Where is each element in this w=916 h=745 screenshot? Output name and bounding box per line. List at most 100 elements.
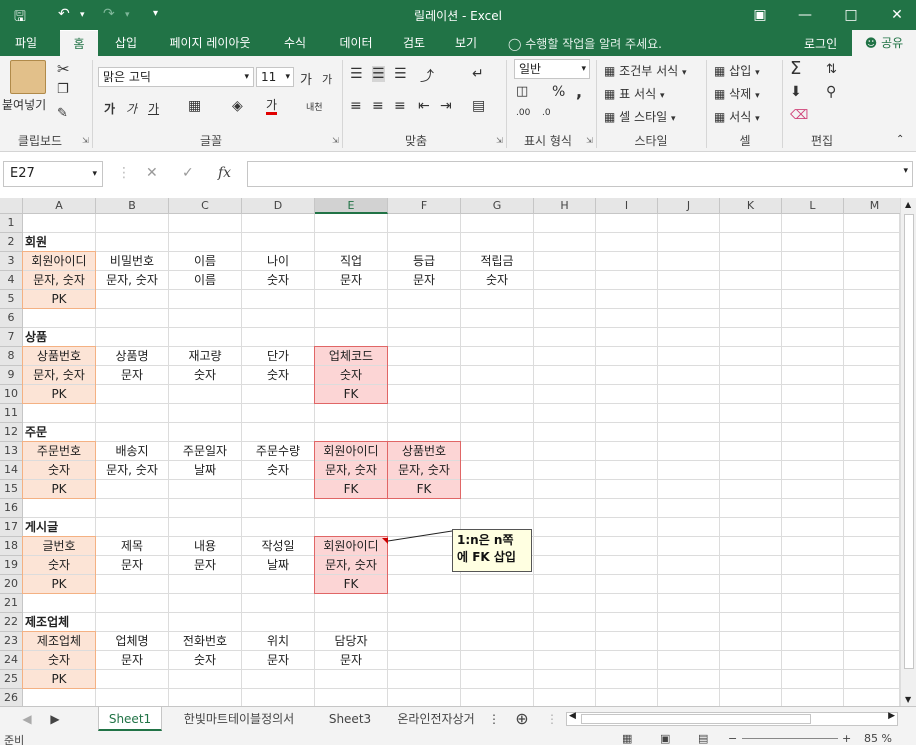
cell-h7[interactable] [534,328,596,347]
cell-l5[interactable] [782,290,844,309]
sort-filter-icon[interactable]: ⇅ [826,62,837,77]
orientation-icon[interactable]: ⤴ [420,69,434,85]
cell-l6[interactable] [782,309,844,328]
cell-k16[interactable] [720,499,782,518]
formula-input[interactable]: ▾ [247,161,913,187]
cell-d8[interactable]: 단가 [242,347,315,366]
cell-a14[interactable]: 숫자 [23,461,96,480]
cell-d10[interactable] [242,385,315,404]
cell-d13[interactable]: 주문수량 [242,442,315,461]
cell-f1[interactable] [388,214,461,233]
cell-g25[interactable] [461,670,534,689]
ribbon-display-icon[interactable]: ▣ [753,7,767,23]
cell-i21[interactable] [596,594,658,613]
format-painter-icon[interactable]: ✎ [57,106,68,121]
cell-h24[interactable] [534,651,596,670]
row-header-17[interactable]: 17 [0,518,23,537]
zoom-level[interactable]: 85 % [864,732,892,745]
cell-f19[interactable] [388,556,461,575]
align-center-icon[interactable]: ≡ [372,98,384,114]
cell-j5[interactable] [658,290,720,309]
cell-b23[interactable]: 업체명 [96,632,169,651]
cell-m7[interactable] [844,328,900,347]
cell-f6[interactable] [388,309,461,328]
paste-button[interactable]: 붙여넣기 [2,98,47,112]
cell-d11[interactable] [242,404,315,423]
column-header-j[interactable]: J [658,198,720,214]
row-header-1[interactable]: 1 [0,214,23,233]
cell-f3[interactable]: 등급 [388,252,461,271]
cell-j16[interactable] [658,499,720,518]
cell-g7[interactable] [461,328,534,347]
cell-a23[interactable]: 제조업체 [23,632,96,651]
cell-g12[interactable] [461,423,534,442]
phonetic-button[interactable]: 내천 [306,103,323,113]
cell-e13[interactable]: 회원아이디 [315,442,388,461]
cell-f11[interactable] [388,404,461,423]
cell-g19[interactable] [461,556,534,575]
row-header-4[interactable]: 4 [0,271,23,290]
cell-e21[interactable] [315,594,388,613]
cell-b19[interactable]: 문자 [96,556,169,575]
increase-indent-icon[interactable]: ⇥ [440,98,452,114]
expand-formula-icon[interactable]: ▾ [903,166,908,176]
cell-g8[interactable] [461,347,534,366]
cell-l26[interactable] [782,689,844,706]
name-box[interactable]: E27 ▾ [3,161,103,187]
cell-h3[interactable] [534,252,596,271]
cell-i10[interactable] [596,385,658,404]
minimize-icon[interactable]: — [798,7,812,23]
cell-m26[interactable] [844,689,900,706]
row-header-6[interactable]: 6 [0,309,23,328]
cell-g5[interactable] [461,290,534,309]
cell-d16[interactable] [242,499,315,518]
cell-f23[interactable] [388,632,461,651]
sheet-tab-definition[interactable]: 한빛마트테이블정의서 [183,712,295,726]
cell-b9[interactable]: 문자 [96,366,169,385]
cell-i7[interactable] [596,328,658,347]
font-name-select[interactable]: 맑은 고딕 ▾ [98,67,254,87]
cell-b4[interactable]: 문자, 숫자 [96,271,169,290]
cell-b2[interactable] [96,233,169,252]
cell-k11[interactable] [720,404,782,423]
cell-e15[interactable]: FK [315,480,388,499]
alignment-launcher-icon[interactable]: ⇲ [496,136,503,145]
cell-h18[interactable] [534,537,596,556]
cell-j2[interactable] [658,233,720,252]
cell-d20[interactable] [242,575,315,594]
paste-icon[interactable] [10,60,46,94]
cell-d9[interactable]: 숫자 [242,366,315,385]
cell-c1[interactable] [169,214,242,233]
cell-e6[interactable] [315,309,388,328]
cell-a13[interactable]: 주문번호 [23,442,96,461]
cell-g23[interactable] [461,632,534,651]
scroll-left-icon[interactable]: ◀ [569,711,576,721]
cell-f22[interactable] [388,613,461,632]
column-header-l[interactable]: L [782,198,844,214]
cell-m21[interactable] [844,594,900,613]
column-header-d[interactable]: D [242,198,315,214]
login-link[interactable]: 로그인 [804,37,838,51]
cell-k23[interactable] [720,632,782,651]
cell-a17[interactable]: 게시글 [23,518,96,537]
cell-j12[interactable] [658,423,720,442]
cell-k6[interactable] [720,309,782,328]
delete-cells-button[interactable]: ▦ 삭제 ▾ [714,85,760,102]
cell-b21[interactable] [96,594,169,613]
cell-k17[interactable] [720,518,782,537]
cell-m15[interactable] [844,480,900,499]
tab-home[interactable]: 홈 [60,30,98,56]
cell-l16[interactable] [782,499,844,518]
cell-h20[interactable] [534,575,596,594]
cell-c8[interactable]: 재고량 [169,347,242,366]
cell-a2[interactable]: 회원 [23,233,96,252]
cell-c22[interactable] [169,613,242,632]
cell-c5[interactable] [169,290,242,309]
cell-e7[interactable] [315,328,388,347]
merge-center-icon[interactable]: ▤ [472,98,486,114]
borders-icon[interactable]: ▦ [188,98,202,114]
cell-a9[interactable]: 문자, 숫자 [23,366,96,385]
next-sheet-icon[interactable]: ▶ [50,712,60,726]
cell-g3[interactable]: 적립금 [461,252,534,271]
cell-b6[interactable] [96,309,169,328]
